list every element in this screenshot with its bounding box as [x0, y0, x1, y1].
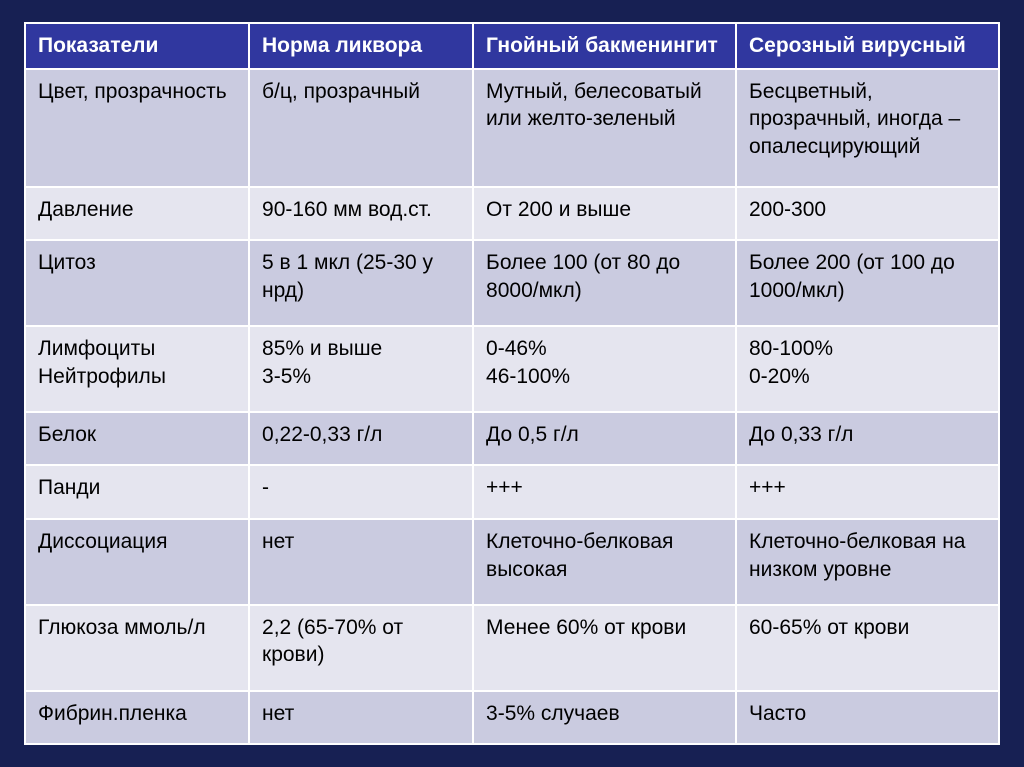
table-row: Цвет, прозрачностьб/ц, прозрачныйМутный,…	[25, 69, 999, 187]
table-cell: -	[249, 465, 473, 518]
table-cell: 5 в 1 мкл (25-30 у нрд)	[249, 240, 473, 326]
table-body: Цвет, прозрачностьб/ц, прозрачныйМутный,…	[25, 69, 999, 744]
table-cell: Панди	[25, 465, 249, 518]
table-cell: 80-100%0-20%	[736, 326, 999, 412]
col-header-2: Гнойный бакменингит	[473, 23, 736, 69]
table-cell: До 0,33 г/л	[736, 412, 999, 465]
table-row: Белок0,22-0,33 г/лДо 0,5 г/лДо 0,33 г/л	[25, 412, 999, 465]
csf-table: Показатели Норма ликвора Гнойный бакмени…	[24, 22, 1000, 745]
table-cell: Цвет, прозрачность	[25, 69, 249, 187]
table-cell: Бесцветный, прозрачный, иногда – опалесц…	[736, 69, 999, 187]
table-row: ДиссоциациянетКлеточно-белковая высокаяК…	[25, 519, 999, 605]
table-cell: +++	[736, 465, 999, 518]
table-cell: Менее 60% от крови	[473, 605, 736, 691]
table-cell: От 200 и выше	[473, 187, 736, 240]
table-cell: Фибрин.пленка	[25, 691, 249, 744]
table-row: Лимфоциты Нейтрофилы85% и выше3-5%0-46%4…	[25, 326, 999, 412]
table-cell: Клеточно-белковая высокая	[473, 519, 736, 605]
table-cell: Клеточно-белковая на низком уровне	[736, 519, 999, 605]
table-cell: 85% и выше3-5%	[249, 326, 473, 412]
table-cell: Более 100 (от 80 до 8000/мкл)	[473, 240, 736, 326]
slide: Показатели Норма ликвора Гнойный бакмени…	[0, 0, 1024, 767]
table-cell: нет	[249, 519, 473, 605]
table-cell: нет	[249, 691, 473, 744]
table-cell: 3-5% случаев	[473, 691, 736, 744]
table-row: Фибрин.пленканет3-5% случаевЧасто	[25, 691, 999, 744]
table-cell: 200-300	[736, 187, 999, 240]
table-cell: Глюкоза ммоль/л	[25, 605, 249, 691]
table-cell: +++	[473, 465, 736, 518]
table-cell: 2,2 (65-70% от крови)	[249, 605, 473, 691]
table-cell: 90-160 мм вод.ст.	[249, 187, 473, 240]
table-cell: 0,22-0,33 г/л	[249, 412, 473, 465]
table-cell: Диссоциация	[25, 519, 249, 605]
table-cell: Более 200 (от 100 до 1000/мкл)	[736, 240, 999, 326]
table-cell: 60-65% от крови	[736, 605, 999, 691]
col-header-3: Серозный вирусный	[736, 23, 999, 69]
table-cell: 0-46%46-100%	[473, 326, 736, 412]
table-cell: Цитоз	[25, 240, 249, 326]
table-row: Глюкоза ммоль/л2,2 (65-70% от крови)Мене…	[25, 605, 999, 691]
table-row: Давление90-160 мм вод.ст.От 200 и выше20…	[25, 187, 999, 240]
table-cell: Часто	[736, 691, 999, 744]
col-header-1: Норма ликвора	[249, 23, 473, 69]
table-cell: Мутный, белесоватый или желто-зеленый	[473, 69, 736, 187]
col-header-0: Показатели	[25, 23, 249, 69]
table-cell: Давление	[25, 187, 249, 240]
table-header: Показатели Норма ликвора Гнойный бакмени…	[25, 23, 999, 69]
table-row: Цитоз5 в 1 мкл (25-30 у нрд)Более 100 (о…	[25, 240, 999, 326]
table-cell: Белок	[25, 412, 249, 465]
table-cell: Лимфоциты Нейтрофилы	[25, 326, 249, 412]
table-row: Панди-++++++	[25, 465, 999, 518]
table-cell: б/ц, прозрачный	[249, 69, 473, 187]
table-cell: До 0,5 г/л	[473, 412, 736, 465]
